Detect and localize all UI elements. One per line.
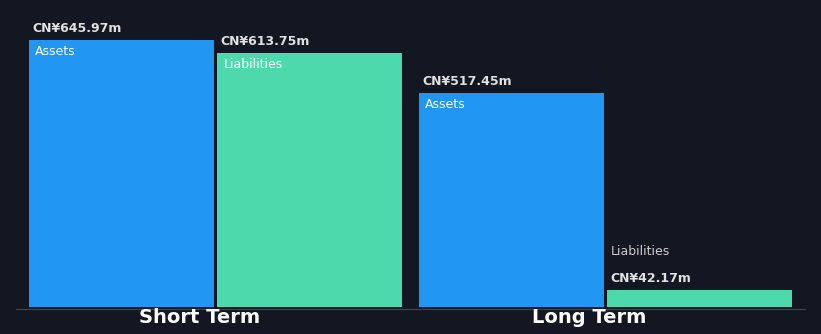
Text: Long Term: Long Term [532,308,646,327]
FancyBboxPatch shape [419,93,604,307]
Text: Assets: Assets [35,45,76,58]
Text: Assets: Assets [425,98,466,111]
FancyBboxPatch shape [29,40,214,307]
FancyBboxPatch shape [607,290,792,307]
FancyBboxPatch shape [217,53,402,307]
Text: CN¥645.97m: CN¥645.97m [33,22,122,35]
Text: Liabilities: Liabilities [223,58,282,71]
Text: Short Term: Short Term [139,308,259,327]
Text: CN¥42.17m: CN¥42.17m [611,272,692,285]
Text: Liabilities: Liabilities [611,245,670,258]
Text: CN¥613.75m: CN¥613.75m [221,35,310,48]
Text: CN¥517.45m: CN¥517.45m [423,75,512,88]
